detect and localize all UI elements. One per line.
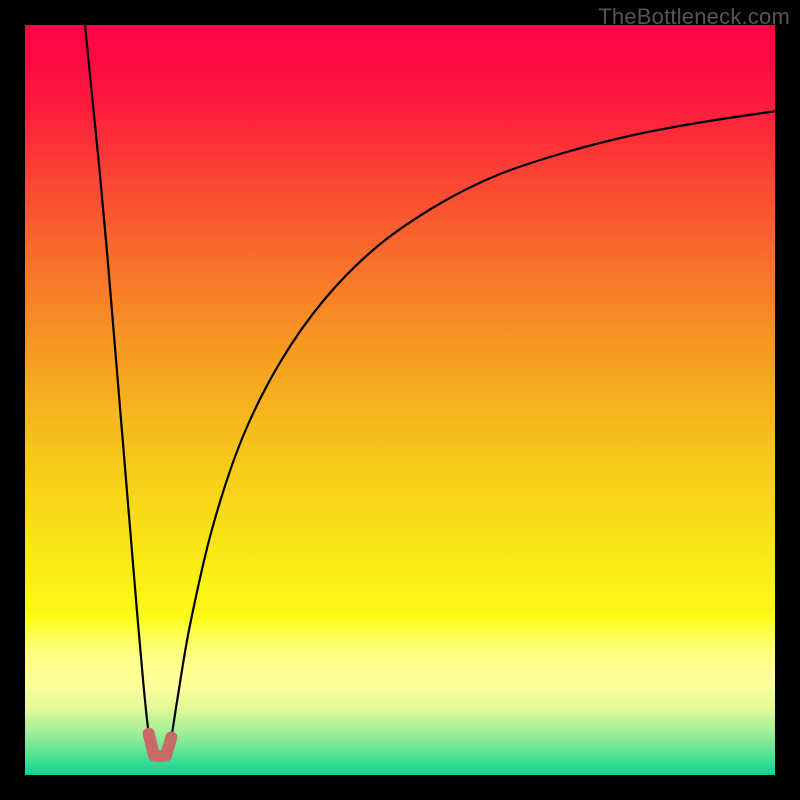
minimum-marker-dot [160,750,172,762]
bottleneck-chart [0,0,800,800]
minimum-marker-dot [143,728,155,740]
plot-background [25,25,775,775]
watermark-text: TheBottleneck.com [598,4,790,30]
minimum-marker-dot [165,732,177,744]
